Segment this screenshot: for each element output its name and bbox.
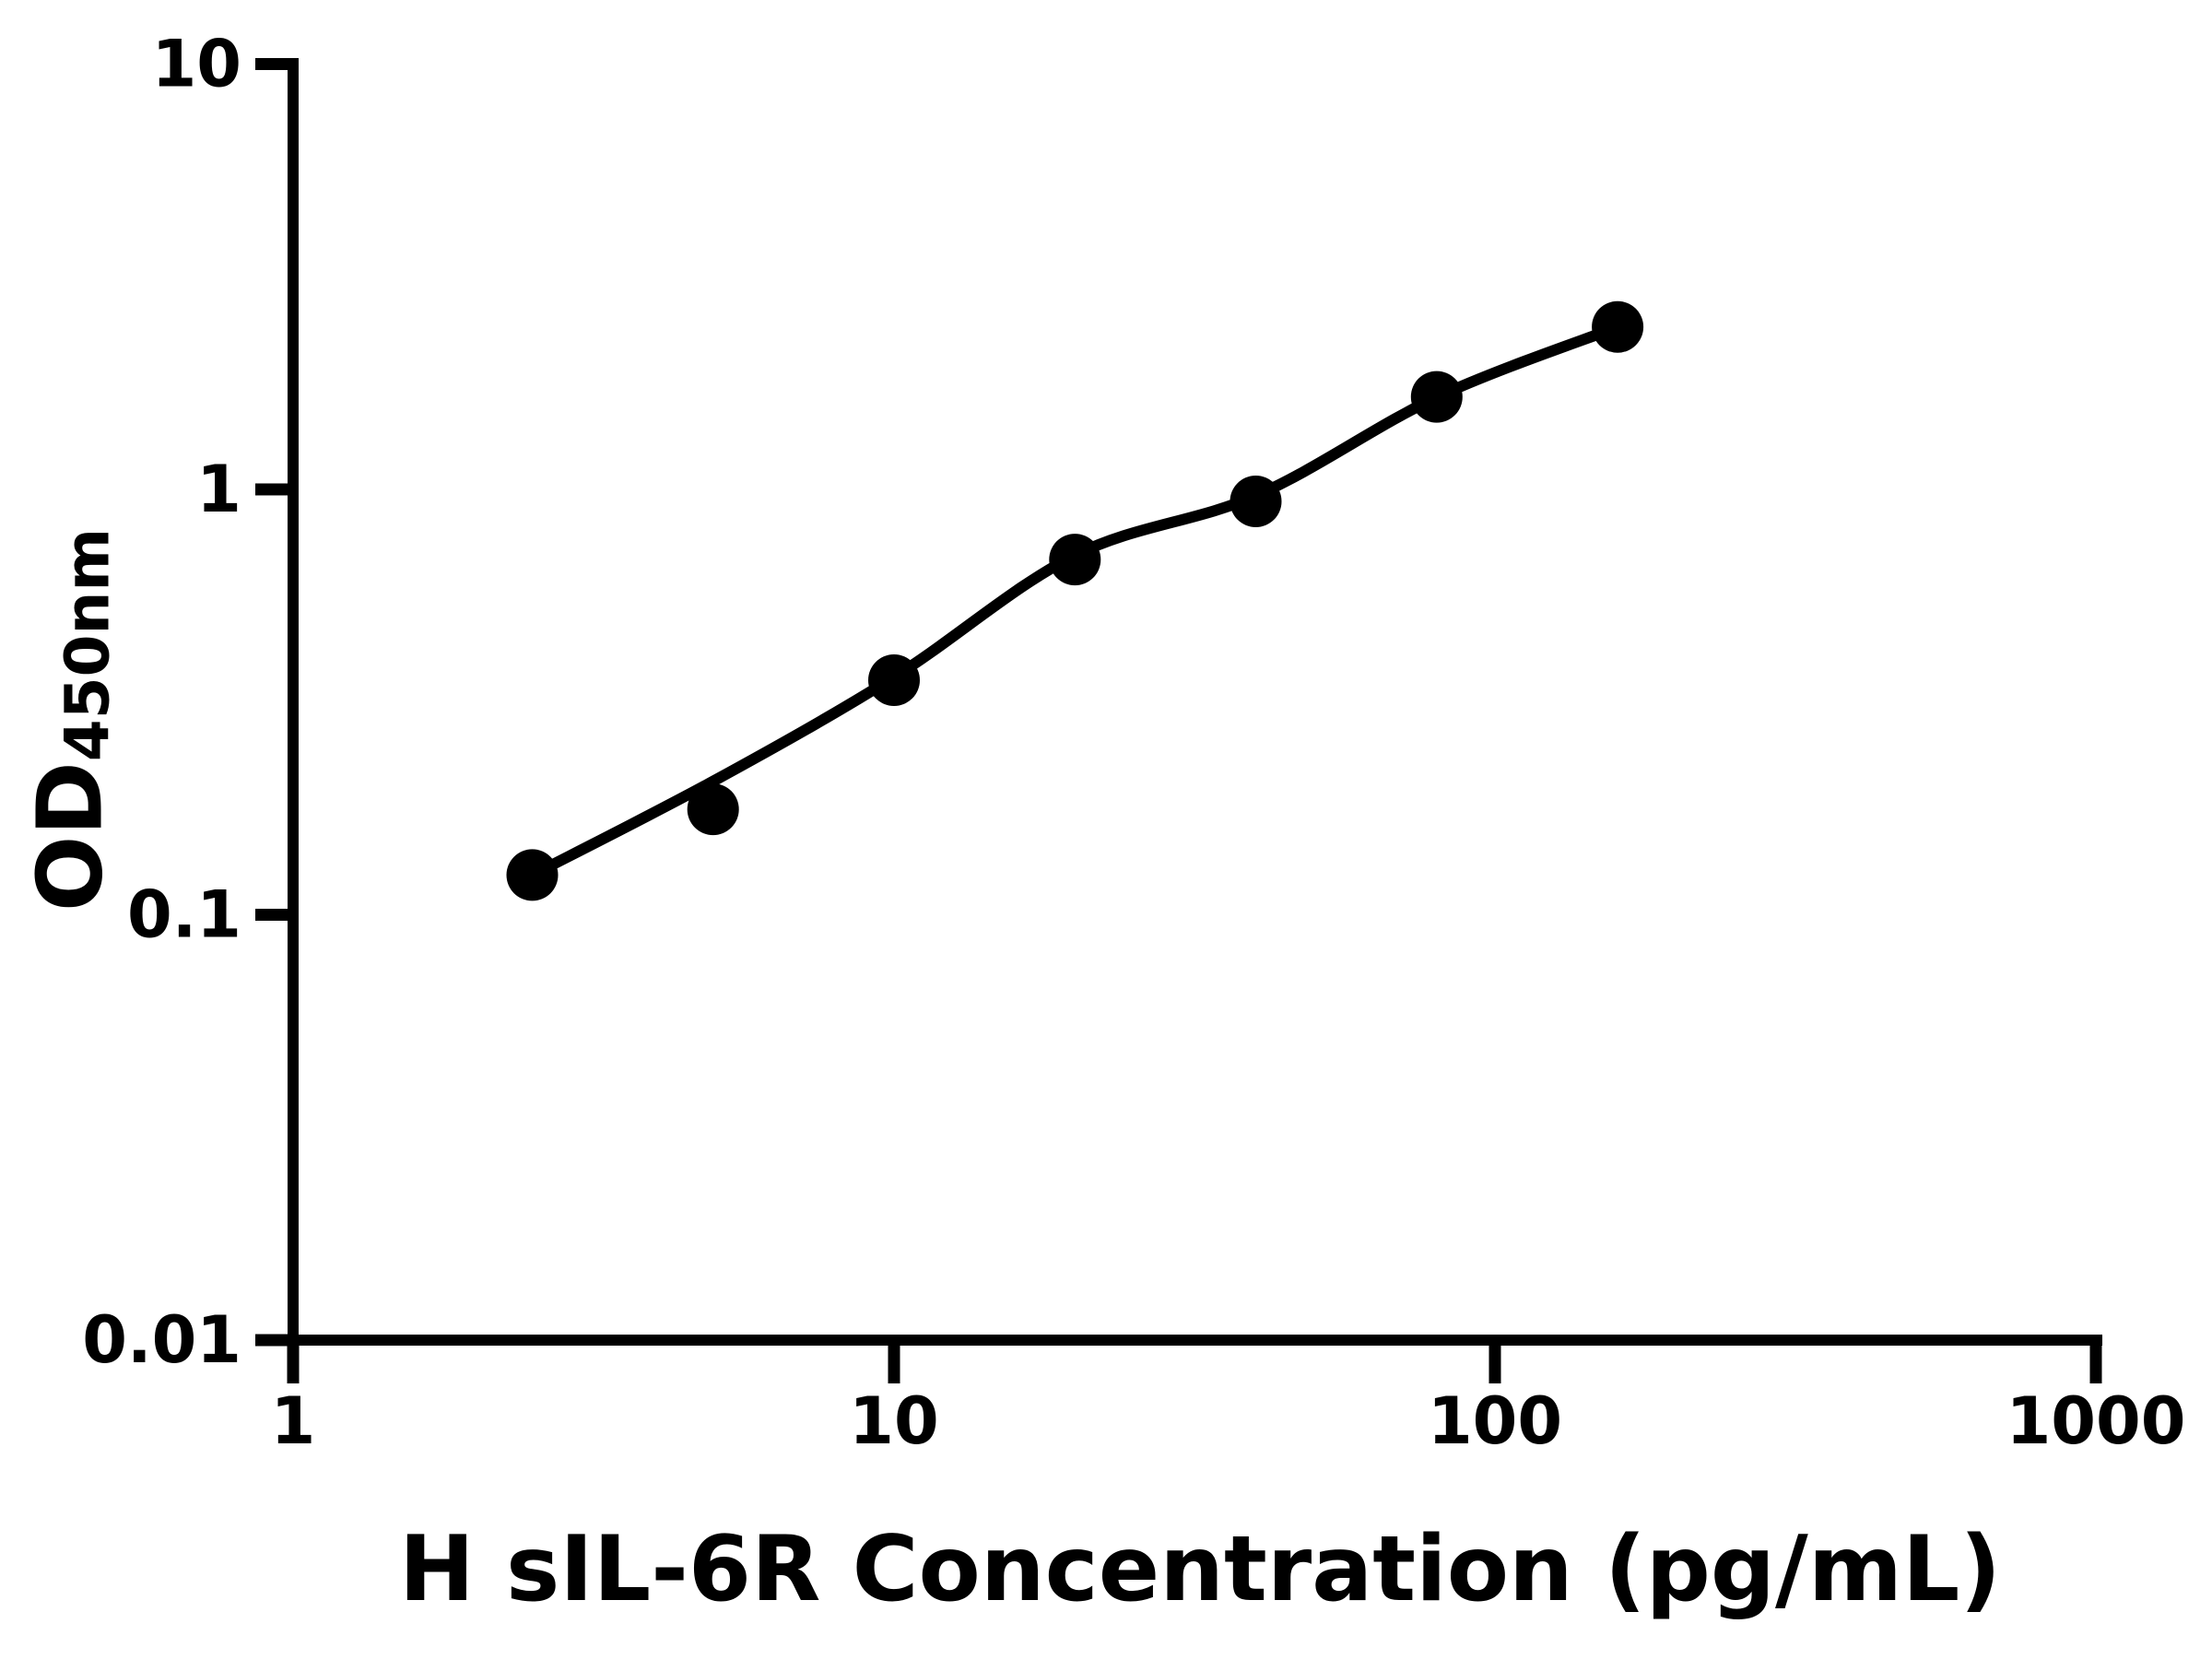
data-point: [687, 783, 739, 836]
data-point: [506, 849, 559, 901]
y-axis-title-main: OD: [18, 761, 123, 912]
y-axis-title-subscript: 450nm: [52, 527, 124, 762]
y-tick-label: 0.1: [127, 877, 241, 953]
x-axis-title: H sIL-6R Concentration (pg/mL): [398, 1517, 2002, 1622]
x-tick-label: 100: [1428, 1383, 1562, 1459]
y-tick-label: 10: [152, 27, 241, 102]
x-tick-label: 1000: [2006, 1383, 2186, 1459]
y-tick-label: 1: [196, 452, 241, 527]
data-point: [1230, 476, 1282, 527]
data-point: [1410, 371, 1463, 423]
data-point: [1049, 534, 1101, 586]
data-point: [868, 654, 920, 706]
data-point: [1592, 300, 1644, 353]
x-tick-label: 1: [271, 1383, 316, 1459]
y-tick-label: 0.01: [82, 1302, 241, 1378]
x-tick-label: 10: [849, 1383, 938, 1459]
y-axis-title: OD450nm: [18, 528, 124, 912]
